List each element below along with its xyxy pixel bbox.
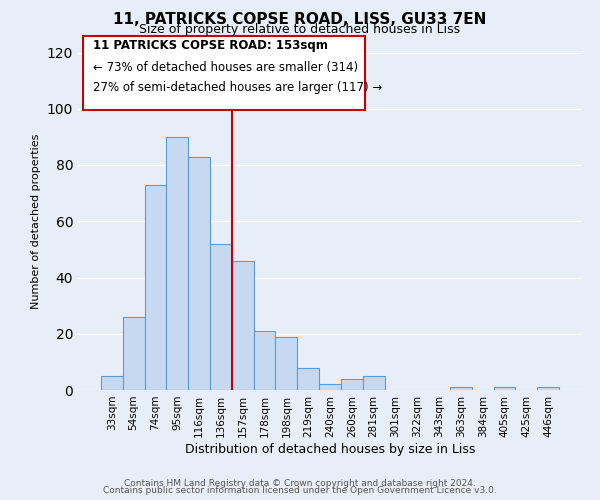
- Text: 11, PATRICKS COPSE ROAD, LISS, GU33 7EN: 11, PATRICKS COPSE ROAD, LISS, GU33 7EN: [113, 12, 487, 28]
- Bar: [494, 387, 515, 390]
- Bar: [363, 376, 385, 390]
- Bar: [319, 384, 341, 390]
- Text: Contains public sector information licensed under the Open Government Licence v3: Contains public sector information licen…: [103, 486, 497, 495]
- Text: Contains HM Land Registry data © Crown copyright and database right 2024.: Contains HM Land Registry data © Crown c…: [124, 478, 476, 488]
- Y-axis label: Number of detached properties: Number of detached properties: [31, 134, 41, 309]
- Bar: [123, 317, 145, 390]
- Text: ← 73% of detached houses are smaller (314): ← 73% of detached houses are smaller (31…: [93, 61, 358, 74]
- Bar: [188, 156, 210, 390]
- Bar: [145, 184, 166, 390]
- FancyBboxPatch shape: [83, 36, 365, 110]
- Bar: [341, 379, 363, 390]
- Bar: [297, 368, 319, 390]
- Bar: [210, 244, 232, 390]
- Bar: [275, 336, 297, 390]
- Bar: [537, 387, 559, 390]
- Bar: [450, 387, 472, 390]
- Text: 27% of semi-detached houses are larger (117) →: 27% of semi-detached houses are larger (…: [93, 81, 382, 94]
- Text: 11 PATRICKS COPSE ROAD: 153sqm: 11 PATRICKS COPSE ROAD: 153sqm: [93, 39, 328, 52]
- Bar: [101, 376, 123, 390]
- Bar: [254, 331, 275, 390]
- Bar: [232, 260, 254, 390]
- Bar: [166, 137, 188, 390]
- X-axis label: Distribution of detached houses by size in Liss: Distribution of detached houses by size …: [185, 442, 475, 456]
- Text: Size of property relative to detached houses in Liss: Size of property relative to detached ho…: [139, 22, 461, 36]
